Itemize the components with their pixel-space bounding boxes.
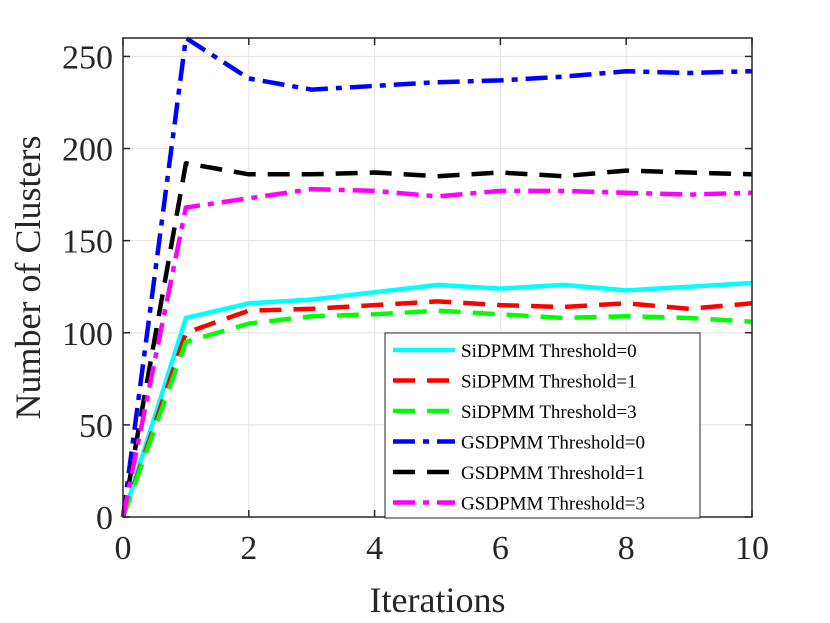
- x-tick-label: 2: [240, 530, 257, 567]
- y-tick-label: 150: [62, 224, 113, 261]
- y-tick-label: 250: [62, 39, 113, 76]
- y-tick-label: 100: [62, 316, 113, 353]
- x-tick-label: 6: [492, 530, 509, 567]
- y-tick-label: 200: [62, 132, 113, 169]
- series-line-5: [120, 161, 753, 518]
- series-line-6: [120, 186, 753, 518]
- series-line-1: [120, 280, 753, 518]
- legend-label-2: SiDPMM Threshold=1: [461, 372, 637, 393]
- legend-label-6: GSDPMM Threshold=3: [461, 494, 645, 515]
- legend-box: [384, 332, 701, 519]
- series-line-4: [120, 35, 753, 518]
- series-lines: [120, 35, 753, 518]
- x-tick-label: 10: [735, 530, 769, 567]
- series-line-2: [120, 299, 753, 518]
- series-line-3: [120, 308, 753, 518]
- legend-label-4: GSDPMM Threshold=0: [461, 433, 645, 454]
- legend: SiDPMM Threshold=0 SiDPMM Threshold=1 SiDP…: [384, 332, 701, 519]
- x-tick-label: 4: [366, 530, 383, 567]
- legend-label-5: GSDPMM Threshold=1: [461, 463, 645, 484]
- x-tick-label: 8: [618, 530, 635, 567]
- legend-label-3: SiDPMM Threshold=3: [461, 402, 637, 423]
- y-tick-label: 50: [79, 408, 113, 445]
- legend-label-1: SiDPMM Threshold=0: [461, 341, 637, 362]
- y-tick-label: 0: [96, 500, 113, 537]
- y-axis-label: Number of Clusters: [8, 136, 48, 420]
- x-tick-label: 0: [115, 530, 132, 567]
- x-axis-label: Iterations: [370, 580, 506, 620]
